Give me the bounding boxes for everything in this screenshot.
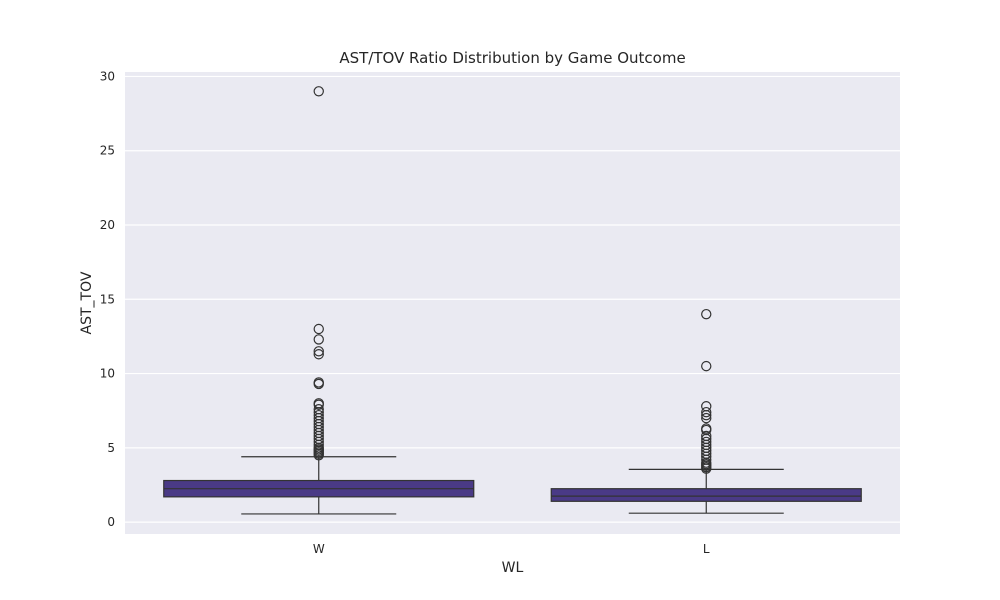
x-tick-label: W xyxy=(313,542,325,556)
outlier-point xyxy=(313,349,324,360)
plot-area xyxy=(125,72,900,534)
x-tick-label: L xyxy=(703,542,710,556)
outlier-point xyxy=(701,406,712,418)
outlier-point xyxy=(701,409,712,421)
tick-labels: 0 5 10 15 20 25 30 W L xyxy=(100,69,710,556)
y-tick-label: 25 xyxy=(100,144,115,158)
y-tick-label: 10 xyxy=(100,367,115,381)
y-tick-label: 0 xyxy=(107,515,115,529)
box-group-l xyxy=(550,308,862,514)
outlier-point xyxy=(313,334,324,345)
outlier-point xyxy=(701,308,712,320)
box-group-w xyxy=(163,86,475,515)
outlier-point xyxy=(313,86,324,97)
outlier-point xyxy=(701,463,712,474)
iqr-box xyxy=(550,488,862,502)
y-tick-label: 15 xyxy=(100,292,115,306)
y-axis-label: AST_TOV xyxy=(79,271,95,334)
outlier-point xyxy=(313,378,324,390)
boxes xyxy=(163,86,862,515)
y-tick-label: 5 xyxy=(107,441,115,455)
y-tick-label: 30 xyxy=(100,69,115,83)
y-tick-label: 20 xyxy=(100,218,115,232)
outlier-point xyxy=(313,450,324,461)
grid-lines xyxy=(125,75,900,523)
outlier-point xyxy=(701,360,712,372)
outlier-point xyxy=(313,346,324,357)
chart-title: AST/TOV Ratio Distribution by Game Outco… xyxy=(339,49,685,67)
outlier-point xyxy=(313,323,324,335)
outlier-point xyxy=(313,399,324,410)
outlier-point xyxy=(701,412,712,424)
x-axis-label: WL xyxy=(502,560,524,576)
